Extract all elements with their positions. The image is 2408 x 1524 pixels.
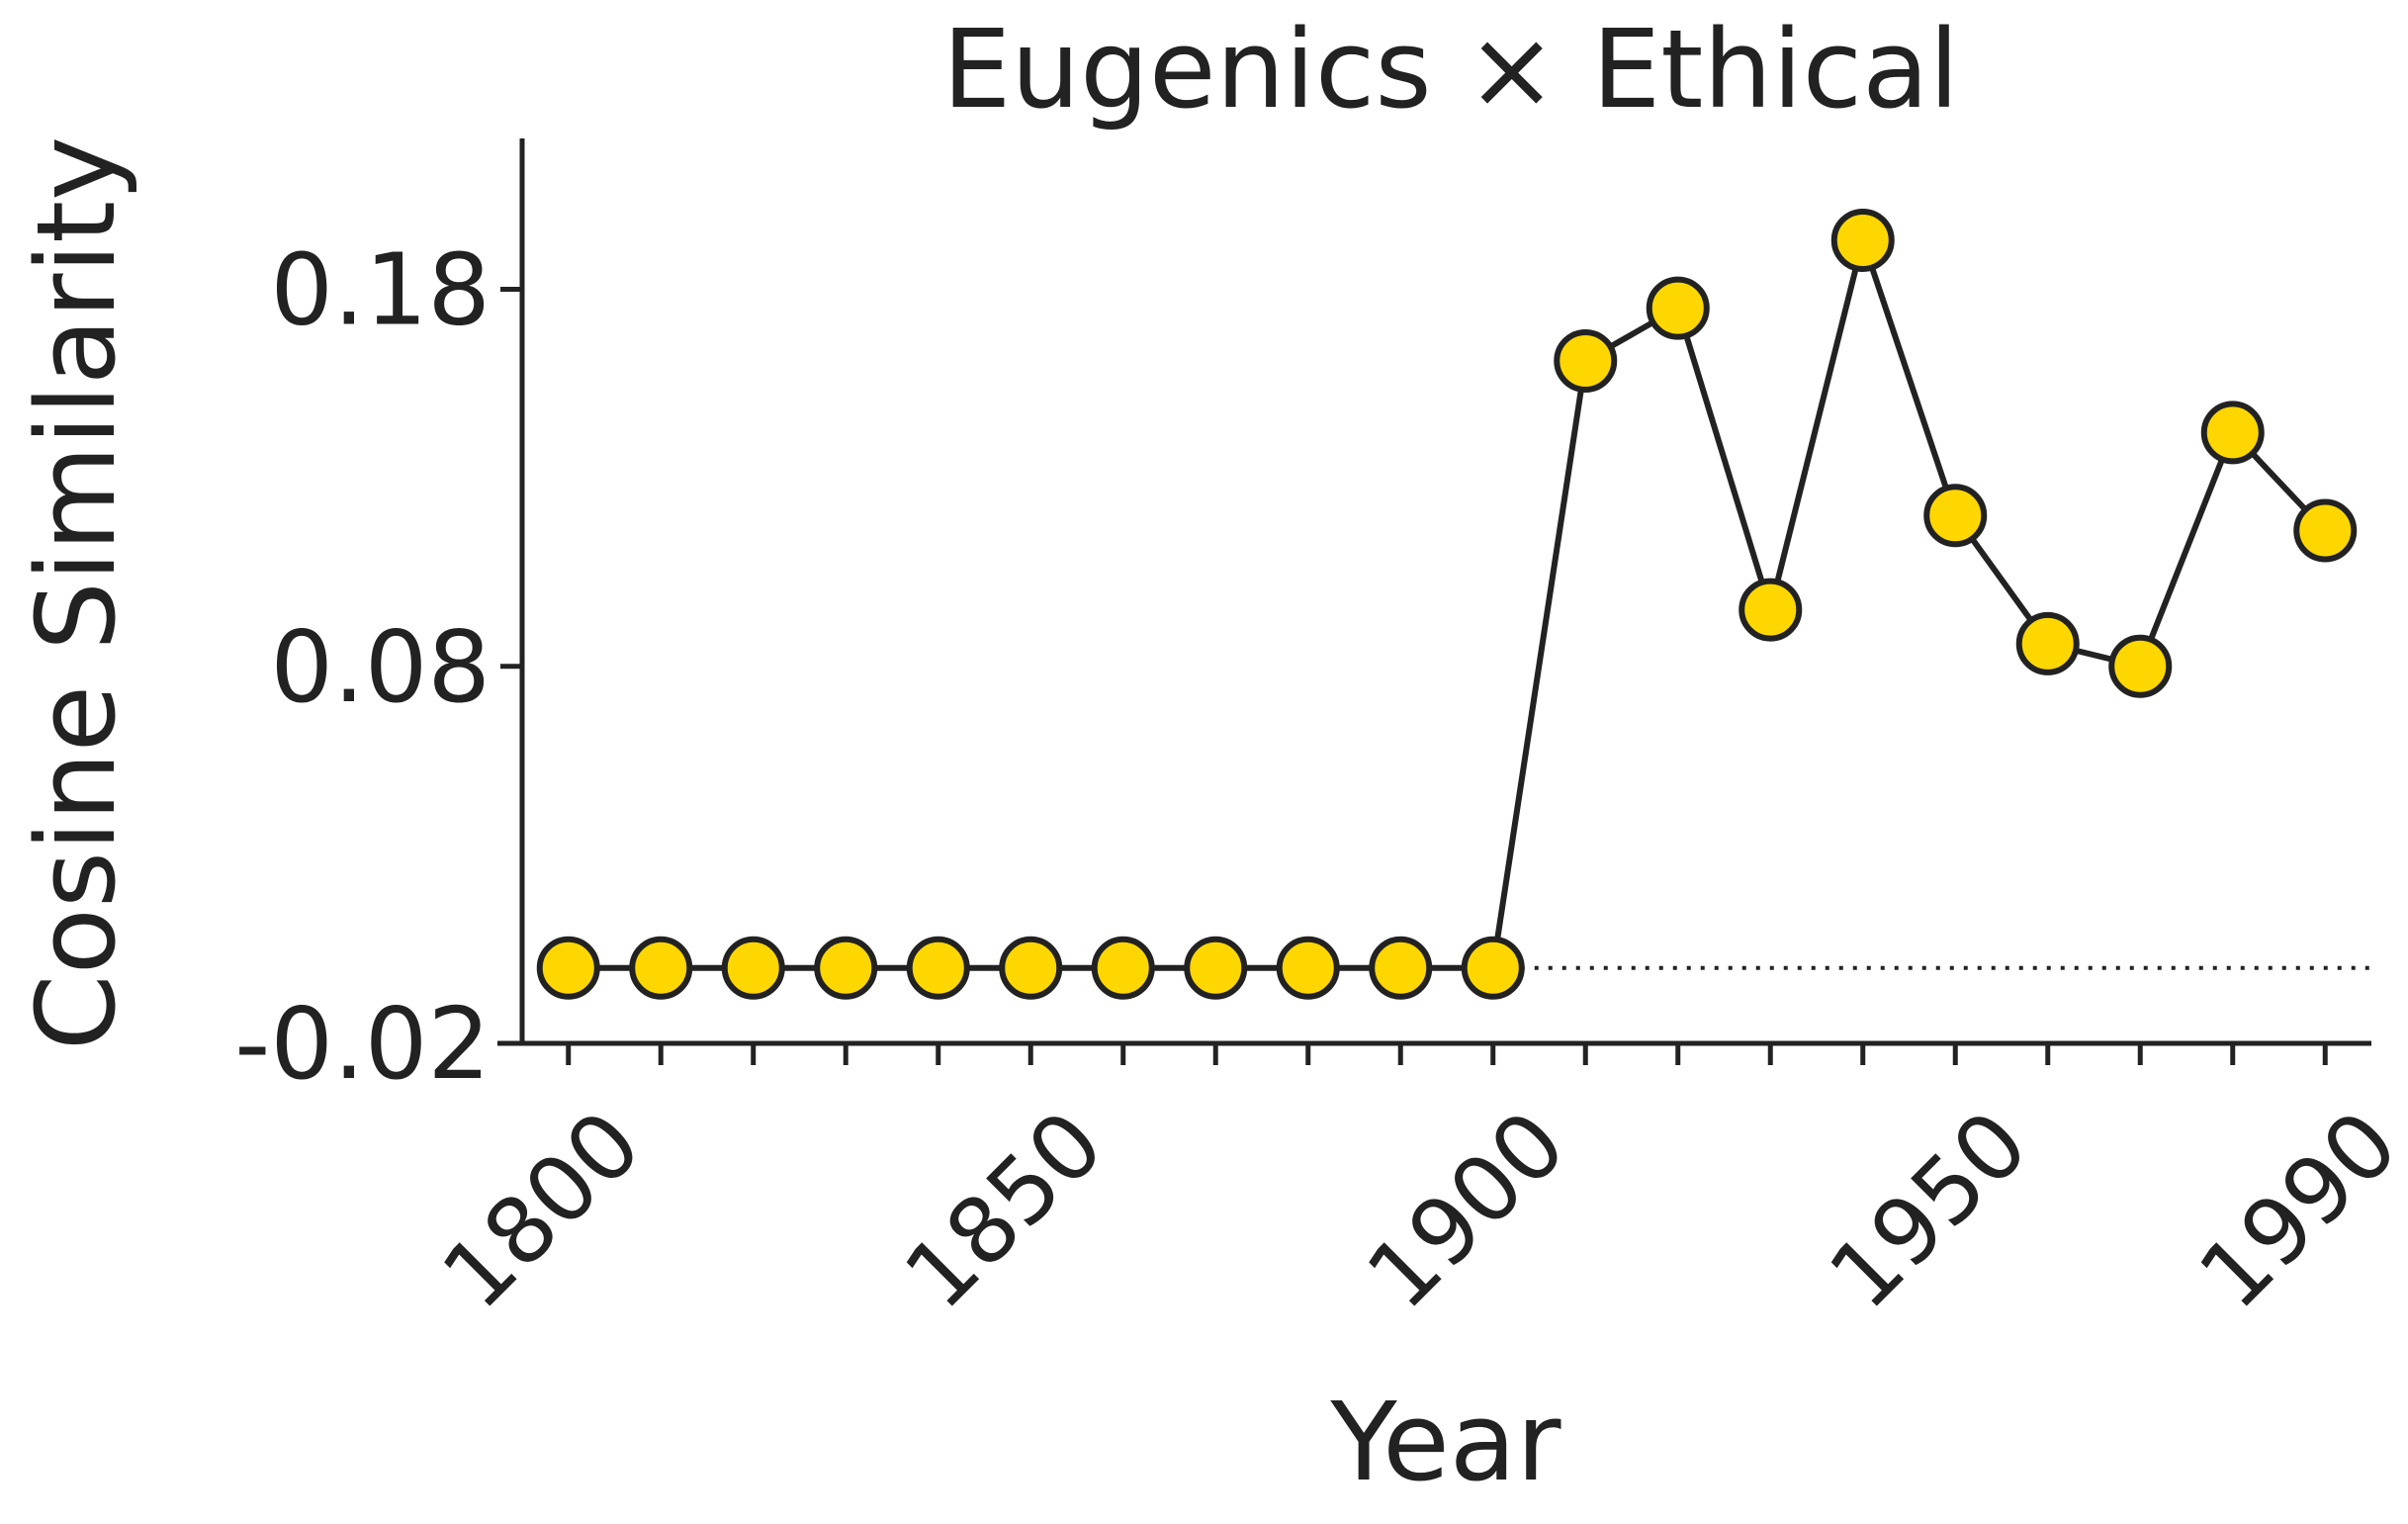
data-point — [1739, 578, 1803, 642]
data-point — [536, 936, 600, 1000]
data-point — [814, 936, 878, 1000]
data-point — [2200, 401, 2265, 465]
data-point — [1554, 328, 1618, 393]
data-point — [999, 936, 1063, 1000]
x-tick-label: 1950 — [1810, 1091, 2048, 1329]
series-line — [568, 229, 2328, 971]
x-axis-label: Year — [1330, 1379, 1562, 1505]
data-point — [2293, 498, 2358, 563]
chart-title: Eugenics × Ethical — [942, 6, 1959, 133]
data-point — [906, 936, 970, 1000]
data-point — [721, 936, 785, 1000]
y-tick-label: 0.18 — [270, 232, 491, 348]
x-tick-label: 1800 — [422, 1091, 661, 1329]
data-point — [1830, 208, 1895, 272]
data-point — [1091, 936, 1155, 1000]
data-point — [629, 936, 693, 1000]
data-point — [1369, 936, 1433, 1000]
data-point — [1184, 936, 1248, 1000]
y-tick-label: 0.08 — [270, 609, 491, 725]
data-point — [1276, 936, 1340, 1000]
data-point — [1646, 276, 1710, 340]
y-ticks: -0.02 0.08 0.18 — [234, 232, 522, 1102]
series-layer — [536, 208, 2358, 1000]
y-axis-label: Cosine Similarity — [13, 136, 139, 1050]
x-tick-label: 1900 — [1347, 1091, 1585, 1329]
x-tick-label: 1990 — [2180, 1091, 2408, 1329]
y-tick-label: -0.02 — [234, 986, 491, 1102]
x-ticks: 1800 1850 1900 1950 1990 — [422, 1043, 2408, 1329]
data-point — [1923, 484, 1988, 548]
data-point — [1461, 936, 1525, 1000]
data-point — [2015, 611, 2080, 675]
data-point — [2108, 634, 2173, 698]
x-tick-label: 1850 — [885, 1091, 1123, 1329]
